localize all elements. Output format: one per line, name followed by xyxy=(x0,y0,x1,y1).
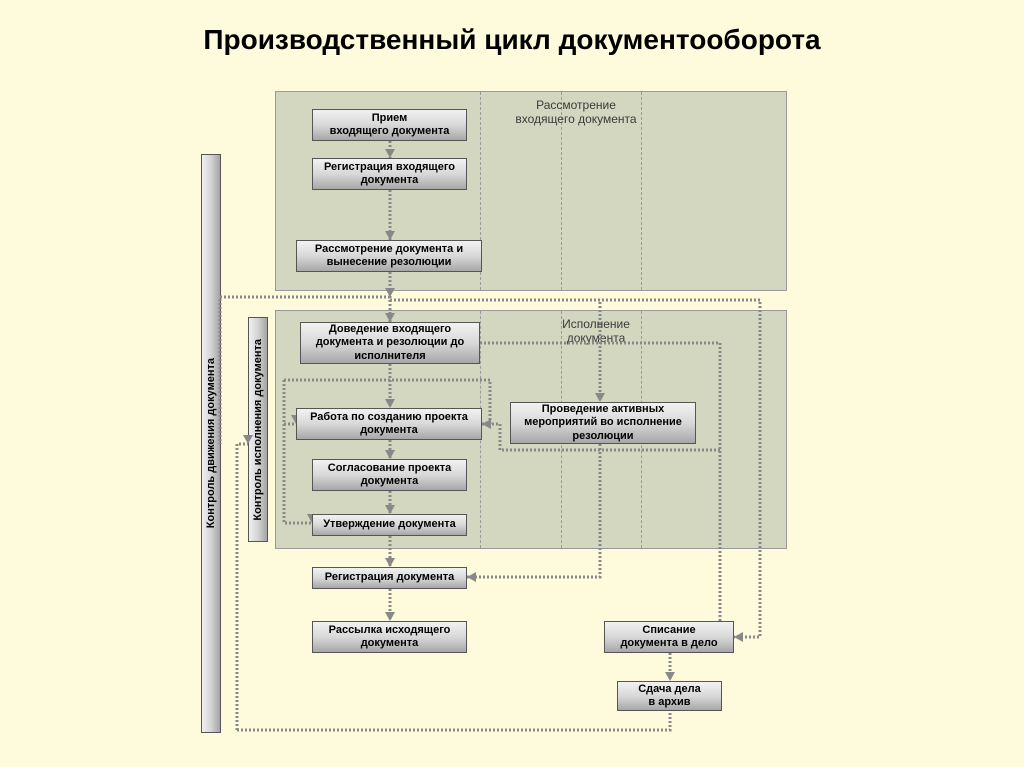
node-draft: Работа по созданию проектадокумента xyxy=(296,408,482,440)
swimlane-review-label: Рассмотрениевходящего документа xyxy=(496,98,656,127)
node-archive: Сдача делав архив xyxy=(617,681,722,711)
vbar-exec-control: Контроль исполнения документа xyxy=(248,317,268,542)
node-writeoff: Списаниедокумента в дело xyxy=(604,621,734,653)
vbar-motion-control: Контроль движения документа xyxy=(201,154,221,733)
node-approve-draft: Согласование проектадокумента xyxy=(312,459,467,491)
node-review: Рассмотрение документа ивынесение резолю… xyxy=(296,240,482,272)
node-register-in: Регистрация входящегодокумента xyxy=(312,158,467,190)
node-active-measures: Проведение активныхмероприятий во исполн… xyxy=(510,402,696,444)
node-register: Регистрация документа xyxy=(312,567,467,589)
diagram-canvas: Производственный цикл документооборота Р… xyxy=(0,0,1024,767)
node-send-out: Рассылка исходящегодокумента xyxy=(312,621,467,653)
node-dispatch: Доведение входящегодокумента и резолюции… xyxy=(300,322,480,364)
swimlane-execution-label: Исполнениедокумента xyxy=(526,317,666,346)
page-title: Производственный цикл документооборота xyxy=(0,24,1024,56)
node-receive: Приемвходящего документа xyxy=(312,109,467,141)
node-confirm: Утверждение документа xyxy=(312,514,467,536)
